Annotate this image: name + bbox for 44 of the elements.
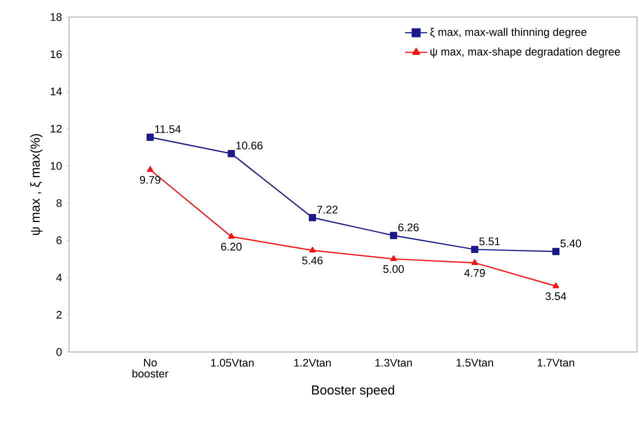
data-label: 5.00 — [383, 265, 404, 273]
y-tick-label: 4 — [56, 274, 62, 282]
y-tick-label: 10 — [50, 162, 62, 170]
x-tick-label: 1.7Vtan — [538, 358, 574, 367]
x-tick-label: No booster — [132, 358, 168, 378]
point — [309, 246, 316, 252]
data-label: 5.46 — [302, 256, 323, 264]
x-axis-title: Booster speed — [312, 385, 394, 398]
data-label: 3.54 — [546, 292, 566, 300]
legend-label: ψ max, max-shape degradation degree — [430, 47, 620, 58]
point — [228, 150, 235, 158]
point — [472, 259, 478, 265]
point — [146, 134, 154, 141]
data-label: 7.22 — [317, 206, 338, 214]
data-label: 11.54 — [155, 125, 181, 134]
data-label: 5.51 — [479, 238, 500, 246]
y-axis-title: ψ max , ξ max(%) — [30, 134, 42, 235]
point — [146, 166, 154, 172]
data-label: 9.79 — [140, 176, 160, 184]
x-tick-label: 1.05Vtan — [211, 358, 254, 367]
x-tick-label: 1.3Vtan — [375, 358, 412, 367]
data-label: 10.66 — [236, 142, 263, 150]
y-tick-label: 8 — [56, 199, 62, 208]
point — [471, 246, 478, 254]
point — [390, 255, 397, 262]
x-tick-label: 1.5Vtan — [456, 358, 493, 367]
point — [552, 248, 560, 256]
y-tick-label: 12 — [50, 124, 62, 133]
data-label: 6.26 — [398, 224, 419, 232]
data-label: 6.20 — [221, 242, 242, 251]
y-tick-label: 2 — [56, 310, 62, 319]
y-tick-label: 14 — [50, 88, 62, 96]
point — [552, 282, 560, 288]
y-tick-label: 16 — [50, 50, 62, 58]
point — [390, 232, 398, 240]
y-tick-label: 6 — [56, 236, 62, 244]
data-label: 5.40 — [560, 240, 582, 248]
point — [228, 233, 234, 239]
y-tick-label: 0 — [56, 348, 62, 356]
legend-label: ξ max, max-wall thinning degree — [430, 28, 586, 38]
y-tick-label: 18 — [50, 13, 62, 21]
point — [308, 214, 316, 222]
x-tick-label: 1.2Vtan — [294, 358, 331, 367]
data-label: 4.79 — [464, 269, 485, 277]
